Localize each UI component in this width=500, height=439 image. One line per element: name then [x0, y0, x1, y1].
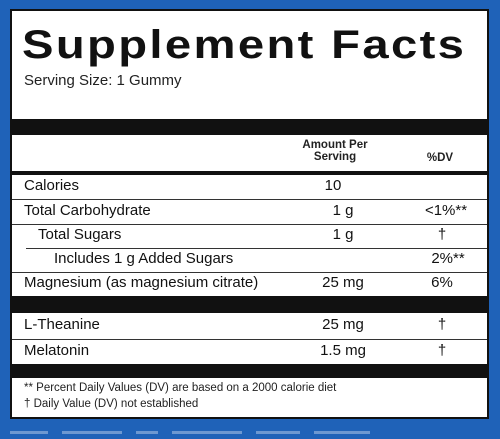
row-melatonin-dv: † — [437, 342, 447, 359]
row-divider — [12, 199, 487, 200]
supplement-facts-panel: Supplement Facts Serving Size: 1 Gummy A… — [10, 9, 489, 419]
row-divider — [12, 339, 487, 340]
row-calories-amount: 10 — [324, 177, 342, 194]
row-carbohydrate-amount: 1 g — [332, 202, 354, 219]
row-sugars-name: Total Sugars — [38, 226, 122, 243]
thick-divider-bottom — [12, 364, 487, 378]
serving-size: Serving Size: 1 Gummy — [24, 72, 182, 89]
row-melatonin-amount: 1.5 mg — [320, 342, 366, 359]
bottom-package-strip — [0, 421, 500, 434]
footnote-percent-dv: ** Percent Daily Values (DV) are based o… — [24, 382, 337, 394]
row-calories-name: Calories — [24, 177, 80, 194]
row-melatonin-name: Melatonin — [24, 342, 90, 359]
row-magnesium-name: Magnesium (as magnesium citrate) — [24, 274, 259, 291]
row-divider — [12, 224, 487, 225]
row-divider — [12, 272, 487, 273]
header-divider — [12, 171, 487, 175]
row-l-theanine-name: L-Theanine — [24, 316, 100, 333]
row-carbohydrate-name: Total Carbohydrate — [24, 202, 151, 219]
thick-divider-top — [12, 119, 487, 135]
row-added-sugars-dv: 2%** — [431, 250, 465, 267]
row-magnesium-dv: 6% — [431, 274, 453, 291]
row-l-theanine-amount: 25 mg — [322, 316, 364, 333]
panel-title: Supplement Facts — [22, 23, 467, 67]
row-divider — [26, 248, 487, 249]
row-added-sugars-name: Includes 1 g Added Sugars — [54, 250, 234, 267]
dv-header: %DV — [426, 152, 454, 164]
row-l-theanine-dv: † — [437, 316, 447, 333]
row-sugars-dv: † — [437, 226, 447, 243]
footnote-dv-not-established: † Daily Value (DV) not established — [24, 398, 199, 410]
thick-divider-middle — [12, 296, 487, 313]
row-sugars-amount: 1 g — [332, 226, 354, 243]
amount-per-serving-header: Amount Per Serving — [302, 139, 368, 163]
row-carbohydrate-dv: <1%** — [424, 202, 468, 219]
row-magnesium-amount: 25 mg — [322, 274, 364, 291]
